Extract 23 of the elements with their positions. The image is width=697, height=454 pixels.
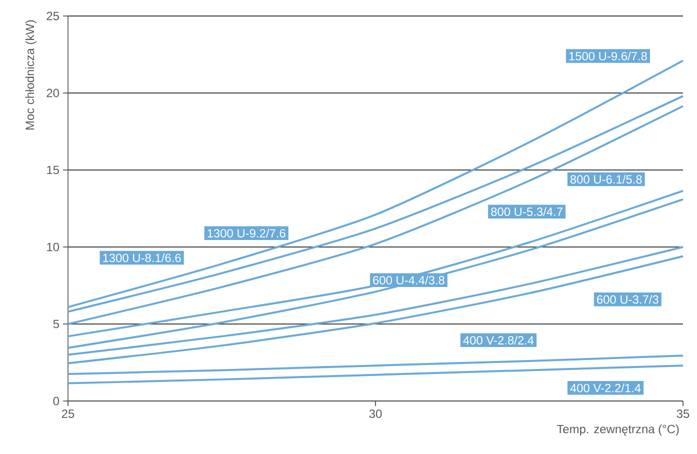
line-series [67,60,684,308]
y-axis-title: Moc chłodnicza (kW) [25,20,36,130]
y-tick-label: 25 [46,12,59,20]
x-tick-label: 30 [369,410,382,418]
line-series [67,364,684,384]
y-tick-label: 5 [53,320,59,328]
series-label: 600 U-3.7/3 [597,294,658,304]
series-label: 400 V-2.2/1.4 [570,384,641,392]
series-label: 800 U-5.3/4.7 [491,207,562,216]
series-label: 1500 U-9.6/7.8 [569,52,647,60]
series-label: 400 V-2.8/2.4 [463,336,534,345]
text: 1300 U-8.1/6.6 [103,253,181,262]
x-tick-label: 25 [62,410,74,418]
x-tick-label: 35 [676,410,690,418]
y-tick-label: 15 [47,166,59,174]
series-label: 800 U-6.1/5.8 [570,174,642,184]
x-axis-title: Temp. zewnętrzna (°C) [556,424,679,436]
y-tick-label: 20 [46,88,60,98]
line-series [67,354,684,376]
y-tick-label: 10 [47,242,60,252]
y-tick-label: 0 [53,396,60,406]
series-label: 1300 U-9.2/7.6 [208,228,286,238]
series-label: 600 U-4.4/3.8 [373,276,444,284]
